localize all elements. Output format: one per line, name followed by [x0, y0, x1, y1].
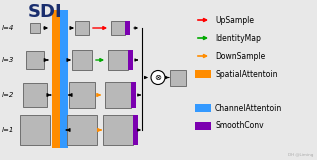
Bar [103, 115, 133, 145]
Text: IdentityMap: IdentityMap [215, 33, 261, 43]
Bar [60, 10, 68, 148]
Text: $\otimes$: $\otimes$ [154, 73, 162, 82]
Text: ChannelAttentoin: ChannelAttentoin [215, 104, 282, 112]
Bar [125, 21, 130, 35]
Bar [72, 50, 92, 70]
Bar [170, 69, 186, 85]
Bar [105, 82, 131, 108]
Text: l=2: l=2 [2, 92, 14, 98]
Bar [30, 23, 40, 33]
Text: l=4: l=4 [2, 25, 14, 31]
Bar [133, 115, 138, 145]
Bar [195, 70, 211, 78]
Text: l=1: l=1 [2, 127, 14, 133]
Bar [128, 50, 133, 70]
Circle shape [151, 71, 165, 84]
Text: DownSample: DownSample [215, 52, 265, 60]
Bar [75, 21, 89, 35]
Bar [111, 21, 125, 35]
Bar [195, 104, 211, 112]
Bar [195, 122, 211, 130]
Bar [67, 115, 97, 145]
Bar [26, 51, 44, 69]
Text: UpSample: UpSample [215, 16, 254, 24]
Text: l=3: l=3 [2, 57, 14, 63]
Bar [131, 82, 136, 108]
Bar [108, 50, 128, 70]
Bar [20, 115, 50, 145]
Text: SmoothConv: SmoothConv [215, 121, 264, 131]
Bar [52, 10, 60, 148]
Bar [23, 83, 47, 107]
Text: SDI: SDI [28, 3, 63, 21]
Bar [69, 82, 95, 108]
Text: SpatialAttentoin: SpatialAttentoin [215, 69, 277, 79]
Text: DH @Liming: DH @Liming [288, 153, 313, 157]
